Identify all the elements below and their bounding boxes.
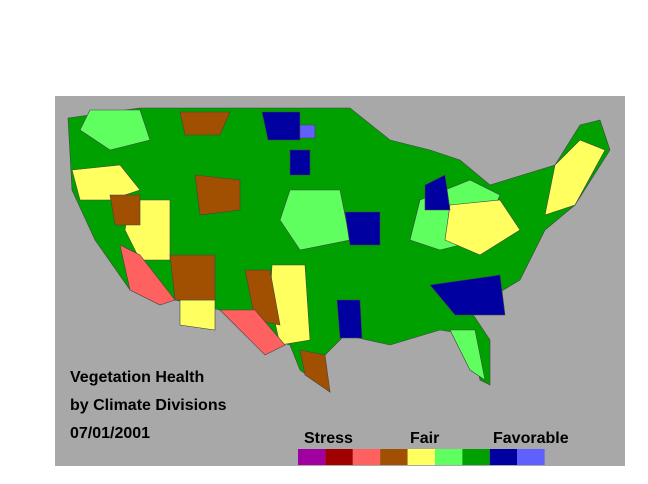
legend-swatch <box>517 449 545 465</box>
legend-label: Favorable <box>493 430 569 447</box>
us-map <box>67 107 611 393</box>
title-line: by Climate Divisions <box>70 397 227 414</box>
legend-swatch <box>462 449 490 465</box>
legend-swatch <box>489 449 518 465</box>
legend-swatch <box>380 449 408 465</box>
title-line: 07/01/2001 <box>70 425 150 442</box>
legend-label: Stress <box>304 430 353 447</box>
legend-swatch <box>435 449 463 465</box>
legend-label: Fair <box>410 430 439 447</box>
legend-swatch <box>325 449 353 465</box>
legend-swatch <box>298 449 326 465</box>
legend-swatch <box>352 449 381 465</box>
legend-swatches <box>298 449 545 465</box>
title-line: Vegetation Health <box>70 369 204 386</box>
legend-swatch <box>407 449 435 465</box>
